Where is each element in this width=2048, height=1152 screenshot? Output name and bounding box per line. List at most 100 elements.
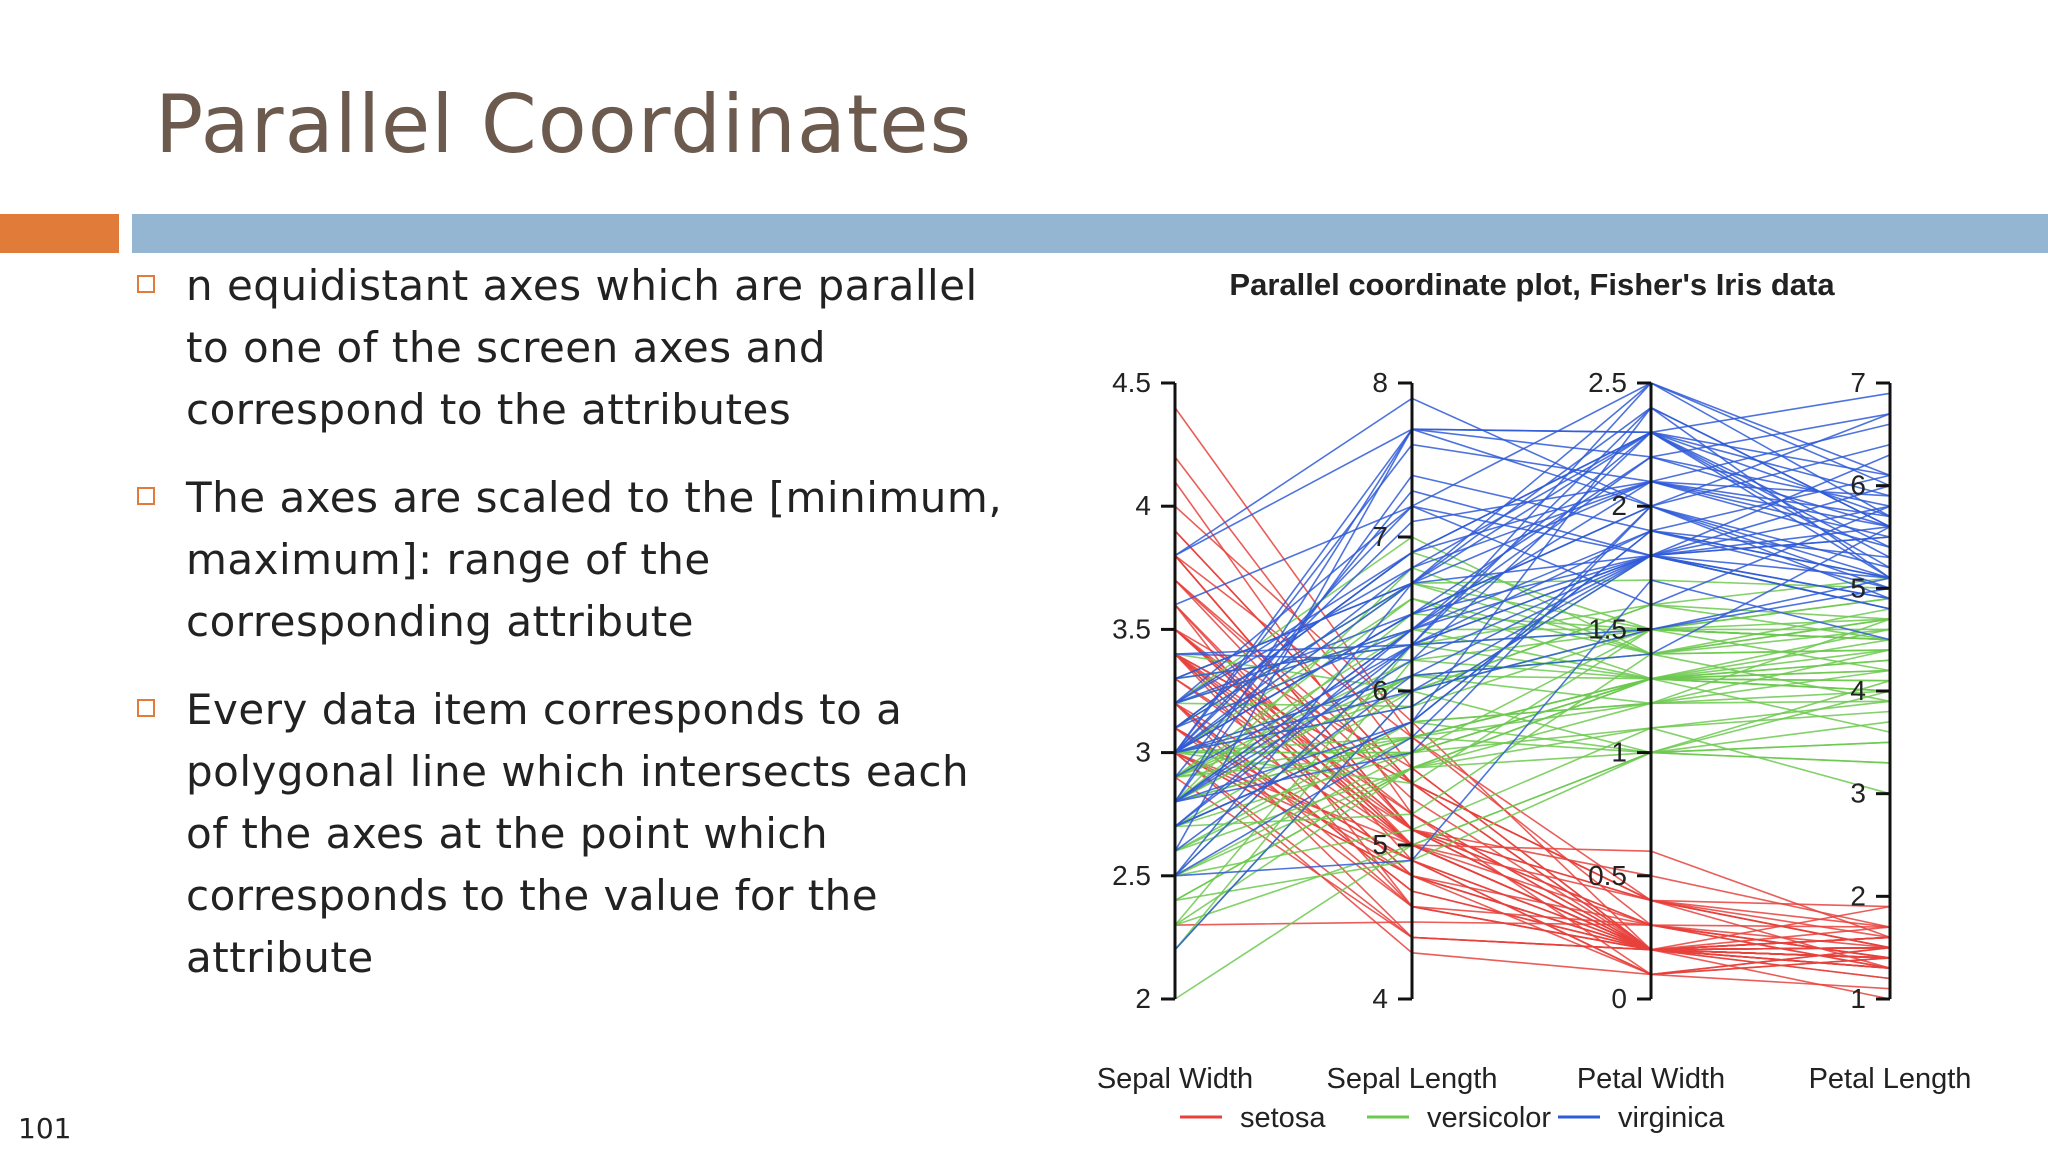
tick-label: 5	[1372, 829, 1388, 860]
parallel-coordinates-chart: Parallel coordinate plot, Fisher's Iris …	[1060, 255, 2048, 1152]
tick-label: 8	[1372, 367, 1388, 398]
polyline-virginica	[1174, 577, 1891, 803]
polyline-setosa	[1174, 628, 1891, 939]
axis-label: Sepal Width	[1097, 1063, 1253, 1095]
polyline-versicolor	[1174, 628, 1891, 785]
polyline-setosa	[1174, 604, 1891, 976]
polyline-virginica	[1174, 382, 1891, 680]
tick-label: 0.5	[1588, 860, 1627, 891]
tick-label: 3	[1135, 737, 1151, 768]
polyline-versicolor	[1174, 690, 1891, 852]
polyline-versicolor	[1174, 751, 1891, 926]
polyline-virginica	[1174, 428, 1891, 754]
polyline-virginica	[1174, 529, 1891, 877]
square-bullet-icon	[137, 699, 155, 717]
tick-label: 1.5	[1588, 613, 1627, 644]
axes-layer: 2 2.5 3 3.5 4 4.5 Sepal Width 4 5 6 7 8 Sepal Length…	[1097, 367, 1972, 1095]
square-bullet-icon	[137, 275, 155, 293]
polyline-versicolor	[1174, 566, 1891, 803]
tick-label: 2.5	[1588, 367, 1627, 398]
polyline-virginica	[1174, 423, 1891, 754]
polyline-versicolor	[1174, 677, 1891, 877]
polyline-versicolor	[1174, 618, 1891, 803]
bullet-item: Every data item corresponds to a polygon…	[133, 679, 1013, 989]
polyline-setosa	[1174, 653, 1891, 939]
tick-label: 6	[1850, 470, 1866, 501]
polyline-virginica	[1174, 456, 1891, 803]
chart-svg: Parallel coordinate plot, Fisher's Iris …	[1097, 267, 1972, 1134]
polyline-virginica	[1174, 505, 1891, 803]
tick-label: 3	[1850, 778, 1866, 809]
polyline-virginica	[1174, 484, 1891, 704]
polyline-virginica	[1174, 529, 1891, 828]
bullet-item: n equidistant axes which are parallel to…	[133, 255, 1013, 441]
tick-label: 4.5	[1112, 367, 1151, 398]
legend: setosa versicolor virginica	[1180, 1102, 1725, 1134]
accent-bar-orange	[0, 214, 119, 253]
bullet-item: The axes are scaled to the [minimum, max…	[133, 467, 1013, 653]
tick-label: 5	[1850, 572, 1866, 603]
page-number: 101	[18, 1112, 72, 1145]
polyline-virginica	[1174, 474, 1891, 803]
tick-label: 2	[1135, 983, 1151, 1014]
axis-label: Sepal Length	[1327, 1063, 1498, 1095]
polyline-virginica	[1174, 554, 1891, 754]
tick-label: 1	[1611, 737, 1627, 768]
polyline-virginica	[1174, 382, 1891, 606]
axis-label: Petal Length	[1809, 1063, 1972, 1095]
polyline-virginica	[1174, 587, 1891, 951]
polyline-versicolor	[1174, 643, 1891, 926]
polyline-setosa	[1174, 554, 1891, 951]
square-bullet-icon	[137, 487, 155, 505]
polyline-setosa	[1174, 579, 1891, 951]
polyline-setosa	[1174, 481, 1891, 976]
slide-title: Parallel Coordinates	[155, 78, 973, 171]
polyline-versicolor	[1174, 736, 1891, 852]
tick-label: 2	[1611, 490, 1627, 521]
tick-label: 7	[1372, 521, 1388, 552]
bullet-text: The axes are scaled to the [minimum, max…	[186, 473, 1003, 646]
polyline-virginica	[1174, 554, 1891, 754]
legend-label-virginica: virginica	[1618, 1102, 1725, 1134]
polyline-virginica	[1174, 579, 1891, 877]
tick-label: 4	[1850, 675, 1866, 706]
tick-label: 2.5	[1112, 860, 1151, 891]
axis-label: Petal Width	[1577, 1063, 1725, 1095]
polyline-virginica	[1174, 536, 1891, 729]
polyline-setosa	[1174, 554, 1891, 928]
bullet-text: Every data item corresponds to a polygon…	[186, 685, 970, 982]
polyline-versicolor	[1174, 727, 1891, 877]
polyline-virginica	[1174, 413, 1891, 557]
polyline-versicolor	[1174, 659, 1891, 778]
polyline-virginica	[1174, 529, 1891, 828]
slide-left-margin	[0, 0, 163, 1152]
polylines-layer	[1174, 382, 1891, 1000]
polyline-versicolor	[1174, 721, 1891, 902]
polyline-virginica	[1174, 431, 1891, 662]
legend-label-versicolor: versicolor	[1427, 1102, 1551, 1134]
polyline-versicolor	[1174, 597, 1891, 778]
polyline-versicolor	[1174, 677, 1891, 803]
polyline-virginica	[1174, 505, 1891, 877]
polyline-virginica	[1174, 480, 1891, 754]
tick-label: 4	[1372, 983, 1388, 1014]
tick-label: 6	[1372, 675, 1388, 706]
polyline-virginica	[1174, 431, 1891, 754]
polyline-virginica	[1174, 406, 1891, 803]
polyline-setosa	[1174, 751, 1891, 976]
tick-label: 0	[1611, 983, 1627, 1014]
polyline-virginica	[1174, 431, 1891, 704]
polyline-virginica	[1174, 431, 1891, 729]
bullet-list: n equidistant axes which are parallel to…	[133, 255, 1013, 1015]
polyline-versicolor	[1174, 649, 1891, 852]
accent-bar-blue	[132, 214, 2048, 253]
polyline-virginica	[1174, 554, 1891, 754]
tick-label: 4	[1135, 490, 1151, 521]
polyline-virginica	[1174, 505, 1891, 754]
tick-label: 3.5	[1112, 613, 1151, 644]
polyline-virginica	[1174, 480, 1891, 754]
chart-title: Parallel coordinate plot, Fisher's Iris …	[1229, 267, 1835, 302]
polyline-virginica	[1174, 505, 1891, 754]
polyline-versicolor	[1174, 700, 1891, 877]
